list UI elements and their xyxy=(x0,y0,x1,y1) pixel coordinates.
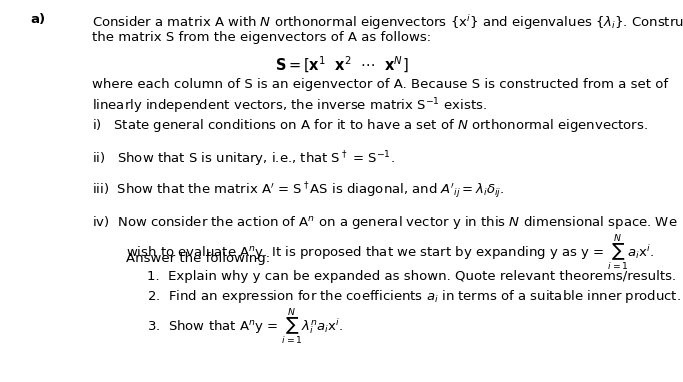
Text: linearly independent vectors, the inverse matrix S$^{-1}$ exists.: linearly independent vectors, the invers… xyxy=(92,96,487,116)
Text: wish to evaluate A$^n$y. It is proposed that we start by expanding y as y = $\su: wish to evaluate A$^n$y. It is proposed … xyxy=(126,232,655,272)
Text: Consider a matrix A with $N$ orthonormal eigenvectors {x$^i$} and eigenvalues {$: Consider a matrix A with $N$ orthonormal… xyxy=(92,13,683,32)
Text: iv)  Now consider the action of A$^n$ on a general vector y in this $N$ dimensio: iv) Now consider the action of A$^n$ on … xyxy=(92,214,678,231)
Text: $\mathbf{S} = \left[\mathbf{x}^1\ \ \mathbf{x}^2\ \ \cdots\ \ \mathbf{x}^N\right: $\mathbf{S} = \left[\mathbf{x}^1\ \ \mat… xyxy=(275,55,408,76)
Text: where each column of S is an eigenvector of A. Because S is constructed from a s: where each column of S is an eigenvector… xyxy=(92,78,669,91)
Text: the matrix S from the eigenvectors of A as follows:: the matrix S from the eigenvectors of A … xyxy=(92,31,432,44)
Text: a): a) xyxy=(31,13,46,26)
Text: 2.  Find an expression for the coefficients $a_i$ in terms of a suitable inner p: 2. Find an expression for the coefficien… xyxy=(147,288,681,306)
Text: Answer the following:: Answer the following: xyxy=(126,252,270,265)
Text: 3.  Show that A$^n$y = $\sum_{i=1}^{N} \lambda_i^n a_i$x$^i$.: 3. Show that A$^n$y = $\sum_{i=1}^{N} \l… xyxy=(147,306,344,347)
Text: 1.  Explain why y can be expanded as shown. Quote relevant theorems/results.: 1. Explain why y can be expanded as show… xyxy=(147,270,676,283)
Text: ii)   Show that S is unitary, i.e., that S$^\dagger$ = S$^{-1}$.: ii) Show that S is unitary, i.e., that S… xyxy=(92,149,395,168)
Text: i)   State general conditions on A for it to have a set of $N$ orthonormal eigen: i) State general conditions on A for it … xyxy=(92,117,648,134)
Text: iii)  Show that the matrix A$'$ = S$^\dagger$AS is diagonal, and $A'_{ij} = \lam: iii) Show that the matrix A$'$ = S$^\dag… xyxy=(92,181,505,201)
